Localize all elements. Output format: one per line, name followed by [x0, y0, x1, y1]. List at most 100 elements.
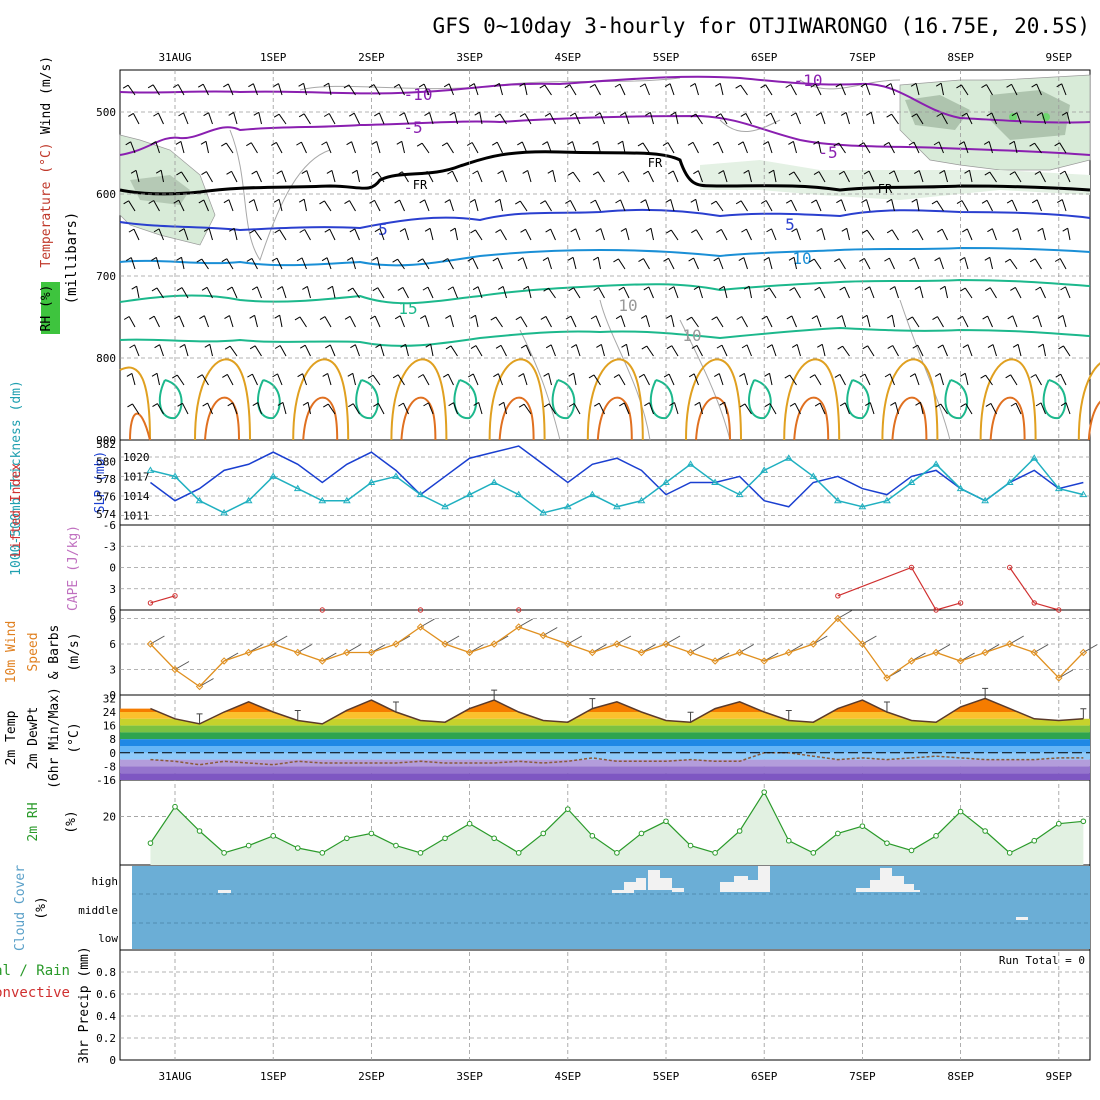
wind-barb-shaft: [770, 112, 777, 125]
wind-barb-flag: [375, 344, 381, 348]
chart-title: GFS 0~10day 3-hourly for OTJIWARONGO (16…: [433, 14, 1090, 38]
wind-barb-shaft: [990, 403, 997, 415]
li-tick-label: 0: [109, 562, 116, 575]
wind-barb-shaft: [669, 83, 675, 96]
wind-barb-shaft: [1034, 258, 1042, 270]
wind-barb-flag: [984, 171, 991, 176]
wind-speed-point: [711, 657, 719, 665]
li-tick-label: -6: [103, 519, 116, 532]
wind-barb-flag: [172, 374, 178, 379]
wind-speed-point: [907, 657, 916, 665]
wind-barb-shaft: [574, 112, 581, 125]
contour-label: 15: [398, 299, 417, 318]
wind-barb-flag: [736, 316, 742, 320]
wind-barb-flag: [687, 141, 694, 146]
wind-barb-shaft: [130, 141, 136, 154]
temp-contour-minus10: [119, 75, 1091, 124]
wind-barb-shaft: [356, 170, 360, 183]
wind-barb-flag: [222, 373, 228, 378]
wind-barb-flag: [620, 227, 627, 232]
wind-barb-shaft: [838, 258, 846, 270]
rh-peak-1: [1009, 113, 1017, 121]
wind-barb-flag: [1062, 227, 1068, 232]
wind-barb-shaft: [203, 199, 209, 212]
thickness-point: [195, 496, 204, 504]
precip-panel: Run Total = 0 0.8 0.6 0.4 0.2 0: [96, 954, 1090, 1067]
wind-barb-flag: [908, 141, 915, 146]
wind-barb-flag: [839, 286, 845, 291]
warm-loop-edge-25: [129, 412, 151, 441]
wind-barb-shaft: [498, 83, 503, 96]
wind-barb-shaft: [156, 373, 160, 386]
wind-barb-shaft: [940, 403, 948, 415]
wind-barb-shaft: [723, 286, 728, 299]
wind-barb-shaft: [545, 316, 552, 328]
slp-thickness-panel: 582 580 578 576 574 1020 1017 1014 1011: [96, 438, 1090, 523]
rh-point: [1031, 837, 1038, 844]
wind-barb-flag: [644, 402, 650, 407]
wind-barb-flag: [883, 141, 890, 146]
temp-band: [120, 766, 1090, 774]
cloud-block: [636, 878, 646, 890]
wind-barb-flag: [841, 227, 848, 232]
wind-barb-flag: [741, 228, 747, 233]
temp-tick-label: 24: [103, 706, 117, 719]
wind-barb-flag: [888, 170, 895, 175]
wind-barb-flag: [590, 199, 596, 204]
wind-barb-flag: [321, 257, 328, 262]
wind-barb-flag: [470, 229, 476, 234]
thickness-point: [981, 496, 990, 504]
thickness-point: [465, 490, 474, 498]
wind-barb-flag: [148, 200, 154, 204]
wind-barb-flag: [839, 402, 846, 407]
wind-barb-shaft: [572, 141, 577, 154]
li-point: [1056, 607, 1062, 613]
wind-barb-shaft: [790, 199, 797, 212]
ylabel-precip-1: Total / Rain: [0, 963, 70, 979]
wind-barb-flag: [126, 372, 133, 377]
wind-barb-flag: [619, 402, 625, 407]
wind-barb-flag: [617, 171, 624, 175]
wind-barb-shaft: [675, 112, 679, 125]
rh-point: [859, 823, 866, 829]
wind-barb-shaft: [352, 403, 360, 415]
rh-point: [761, 789, 768, 795]
wind-barb-shaft: [307, 402, 311, 415]
wind-barb-flag: [298, 113, 305, 118]
wind-barb-flag: [886, 113, 892, 118]
wind-barb-shaft: [252, 83, 258, 96]
wind-barb-shaft: [748, 170, 752, 183]
wind-barb-shaft: [1015, 402, 1022, 415]
wind-barb-shaft: [891, 199, 895, 212]
wind-barb-shaft: [499, 199, 503, 212]
wind-barb-shaft: [643, 374, 650, 386]
wind-barb-shaft: [969, 170, 973, 183]
date-label-top: 6SEP: [751, 51, 778, 64]
wind-speed-point: [490, 640, 498, 648]
wind-barb-flag: [595, 228, 602, 233]
li-point: [319, 607, 325, 613]
wind-speed-point: [834, 614, 842, 623]
wind-barb-flag: [374, 112, 380, 117]
wind-barb-shaft: [427, 286, 434, 299]
wind-barb-flag: [568, 403, 575, 407]
wind-barb-flag: [151, 287, 158, 292]
wind-barb-shaft: [499, 113, 507, 125]
wind-barb-flag: [987, 228, 993, 233]
wind-barb-flag: [1009, 140, 1015, 145]
wind-barb-flag: [594, 112, 601, 117]
wind-barb-shaft: [446, 142, 454, 154]
run-total: Run Total = 0: [999, 954, 1085, 967]
thickness-point: [244, 496, 253, 504]
wind-barb-shaft: [771, 228, 777, 241]
cool-loop-15: [1042, 379, 1067, 420]
wind-barb-flag: [1004, 258, 1011, 263]
wind-barb-shaft: [597, 171, 605, 183]
wind-barb-shaft: [1011, 199, 1018, 212]
wind-barb-shaft: [281, 170, 287, 183]
ylabel-thickness: 1000-500mb Thickness (dm): [9, 380, 24, 576]
wind-barb-shaft: [841, 315, 846, 328]
wind-barb-flag: [957, 315, 963, 320]
pressure-tick-label: 500: [96, 106, 116, 119]
wind-barb-flag: [197, 83, 204, 88]
